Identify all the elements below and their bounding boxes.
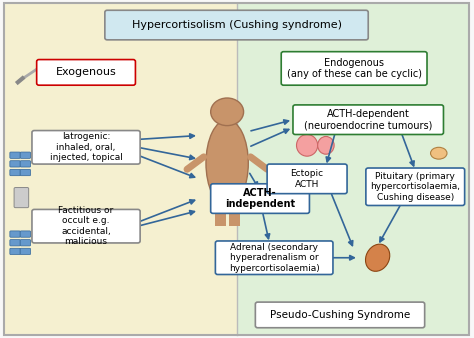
- Text: Pseudo-Cushing Syndrome: Pseudo-Cushing Syndrome: [270, 310, 410, 320]
- Text: Factitious or
occult e.g.
accidental,
malicious: Factitious or occult e.g. accidental, ma…: [58, 206, 114, 246]
- FancyBboxPatch shape: [255, 302, 425, 328]
- Text: Exogenous: Exogenous: [55, 67, 117, 77]
- Text: Pituitary (primary
hypercortisolaemia,
Cushing disease): Pituitary (primary hypercortisolaemia, C…: [370, 172, 460, 202]
- FancyBboxPatch shape: [229, 187, 240, 226]
- FancyBboxPatch shape: [215, 241, 333, 274]
- FancyBboxPatch shape: [14, 188, 28, 208]
- FancyBboxPatch shape: [10, 248, 20, 255]
- FancyBboxPatch shape: [10, 169, 20, 176]
- FancyBboxPatch shape: [20, 161, 30, 167]
- Text: ACTH-
independent: ACTH- independent: [225, 188, 295, 209]
- FancyBboxPatch shape: [293, 105, 444, 135]
- Text: ACTH-dependent
(neuroendocrine tumours): ACTH-dependent (neuroendocrine tumours): [304, 109, 432, 130]
- Ellipse shape: [297, 135, 318, 156]
- FancyBboxPatch shape: [237, 3, 469, 335]
- FancyBboxPatch shape: [10, 161, 20, 167]
- Text: Ectopic
ACTH: Ectopic ACTH: [291, 169, 324, 189]
- Circle shape: [210, 98, 244, 126]
- Ellipse shape: [318, 137, 334, 154]
- Ellipse shape: [206, 120, 248, 207]
- FancyBboxPatch shape: [267, 164, 347, 194]
- FancyBboxPatch shape: [20, 240, 30, 246]
- FancyArrowPatch shape: [251, 157, 267, 169]
- FancyBboxPatch shape: [10, 231, 20, 237]
- FancyBboxPatch shape: [32, 130, 140, 164]
- FancyArrowPatch shape: [187, 157, 204, 169]
- Text: Endogenous
(any of these can be cyclic): Endogenous (any of these can be cyclic): [287, 58, 421, 79]
- FancyBboxPatch shape: [366, 168, 465, 206]
- FancyBboxPatch shape: [10, 240, 20, 246]
- FancyBboxPatch shape: [4, 3, 237, 335]
- FancyBboxPatch shape: [281, 52, 427, 85]
- Text: Hypercortisolism (Cushing syndrome): Hypercortisolism (Cushing syndrome): [132, 20, 342, 30]
- Text: Adrenal (secondary
hyperadrenalism or
hypercortisolaemia): Adrenal (secondary hyperadrenalism or hy…: [229, 243, 319, 273]
- Text: Iatrogenic:
inhaled, oral,
injected, topical: Iatrogenic: inhaled, oral, injected, top…: [50, 132, 122, 162]
- FancyBboxPatch shape: [20, 169, 30, 176]
- FancyBboxPatch shape: [36, 59, 136, 85]
- FancyBboxPatch shape: [20, 248, 30, 255]
- FancyBboxPatch shape: [20, 152, 30, 158]
- FancyBboxPatch shape: [20, 231, 30, 237]
- FancyBboxPatch shape: [10, 152, 20, 158]
- FancyBboxPatch shape: [105, 10, 368, 40]
- Ellipse shape: [365, 244, 390, 271]
- FancyBboxPatch shape: [32, 210, 140, 243]
- FancyBboxPatch shape: [215, 187, 226, 226]
- Ellipse shape: [430, 147, 447, 159]
- FancyBboxPatch shape: [210, 184, 310, 213]
